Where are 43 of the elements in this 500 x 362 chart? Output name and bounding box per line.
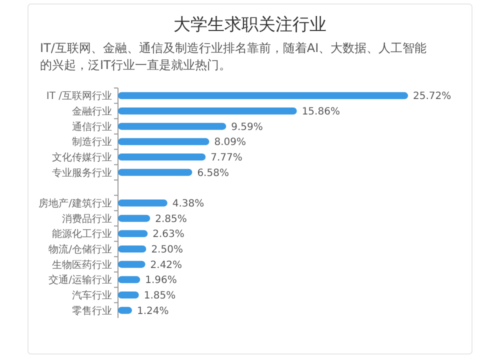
data-label: 2.42% <box>150 260 182 271</box>
bar <box>118 260 146 268</box>
y-tick-label: 制造行业 <box>72 136 112 148</box>
bar <box>118 292 139 298</box>
data-label: 1.24% <box>136 306 169 317</box>
bar <box>118 276 140 284</box>
data-label: 9.59% <box>231 122 263 133</box>
y-tick-label: 零售行业 <box>72 304 112 317</box>
data-label: 1.96% <box>145 275 177 286</box>
y-tick-label: 通信行业 <box>72 120 112 133</box>
bar <box>118 246 146 252</box>
y-tick-label: IT /互联网行业 <box>46 90 112 102</box>
y-tick-label: 专业服务行业 <box>52 166 112 179</box>
y-tick-label: 物流/仓储行业 <box>48 244 112 256</box>
bar <box>118 168 192 176</box>
data-label: 2.50% <box>151 244 183 256</box>
chart-subtitle: IT/互联网、金融、通信及制造行业排名靠前，随着AI、大数据、人工智能的兴起，泛IT行业一直是就业热门。 <box>40 41 427 72</box>
bar <box>118 154 206 160</box>
data-label: 1.85% <box>144 290 176 302</box>
bar <box>118 92 408 100</box>
chart-title: 大学生求职关注行业 <box>174 15 326 35</box>
data-label: 15.86% <box>302 106 340 118</box>
data-label: 2.85% <box>155 214 187 225</box>
y-tick-label: 房地产/建筑行业 <box>38 198 112 210</box>
y-tick-label: 生物医药行业 <box>52 258 112 271</box>
data-label: 25.72% <box>413 91 452 102</box>
bar <box>118 108 297 114</box>
y-tick-label: 消费品行业 <box>62 212 112 225</box>
bar <box>118 138 210 146</box>
y-tick-label: 交通/运输行业 <box>48 274 112 286</box>
data-label: 4.38% <box>172 198 204 210</box>
bar <box>118 214 150 222</box>
y-tick-label: 能源化工行业 <box>52 228 112 240</box>
y-tick-label: 汽车行业 <box>72 290 112 302</box>
data-label: 8.09% <box>214 137 246 148</box>
bar <box>118 230 148 238</box>
y-tick-label: 文化传媒行业 <box>52 152 112 164</box>
data-label: 2.63% <box>152 229 184 240</box>
y-tick-label: 金融行业 <box>72 106 112 118</box>
data-label: 7.77% <box>210 152 242 164</box>
bar <box>118 200 168 206</box>
bar <box>118 122 226 130</box>
data-label: 6.58% <box>197 168 229 179</box>
